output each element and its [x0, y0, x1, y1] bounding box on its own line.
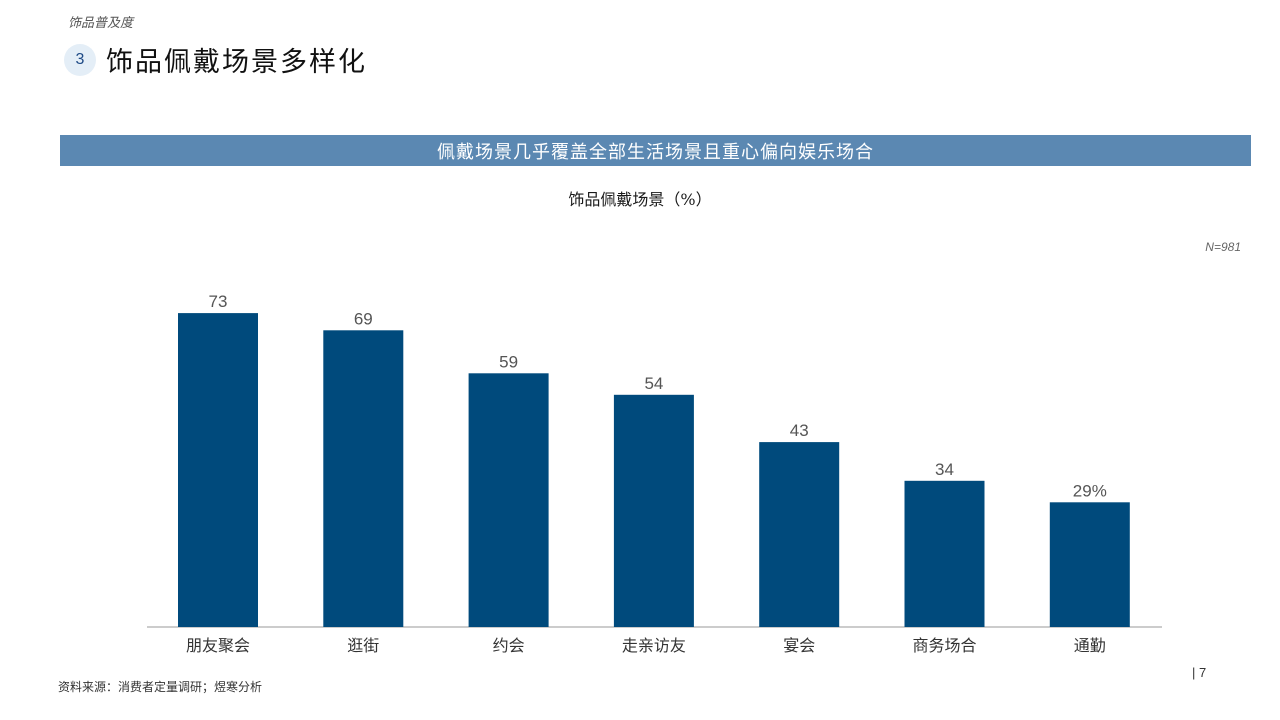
x-tick-label-1: 逛街 [347, 636, 379, 655]
page-number: | 7 [1192, 665, 1207, 680]
x-tick-label-0: 朋友聚会 [186, 636, 250, 655]
title-row: 3 饰品佩戴场景多样化 [64, 40, 367, 79]
bar-2 [468, 373, 549, 627]
data-label-4: 43 [790, 421, 809, 440]
sample-size-note: N=981 [1205, 240, 1241, 254]
x-tick-label-3: 走亲访友 [622, 636, 686, 655]
bar-1 [323, 330, 404, 627]
data-label-2: 59 [499, 352, 518, 371]
bar-3 [613, 394, 694, 627]
section-number-badge: 3 [64, 43, 96, 76]
data-label-0: 73 [209, 292, 228, 311]
data-label-6: 29% [1073, 481, 1107, 500]
banner-text: 佩戴场景几乎覆盖全部生活场景且重心偏向娱乐场合 [437, 141, 874, 163]
section-tag: 饰品普及度 [68, 16, 134, 31]
data-label-5: 34 [935, 460, 954, 479]
x-tick-label-2: 约会 [493, 636, 525, 655]
chart-title: 饰品佩戴场景（%） [568, 190, 712, 209]
x-tick-label-4: 宴会 [783, 636, 815, 655]
page-title: 饰品佩戴场景多样化 [106, 47, 367, 78]
bar-4 [759, 442, 840, 627]
data-label-1: 69 [354, 309, 373, 328]
data-label-3: 54 [644, 374, 663, 393]
bar-0 [178, 313, 258, 627]
x-tick-label-5: 商务场合 [912, 636, 976, 655]
x-tick-label-6: 通勤 [1074, 636, 1106, 655]
source-note: 资料来源：消费者定量调研；煜寒分析 [58, 680, 263, 694]
bar-5 [904, 480, 985, 627]
bar-6 [1049, 502, 1130, 627]
headline-banner: 佩戴场景几乎覆盖全部生活场景且重心偏向娱乐场合 [60, 135, 1251, 166]
